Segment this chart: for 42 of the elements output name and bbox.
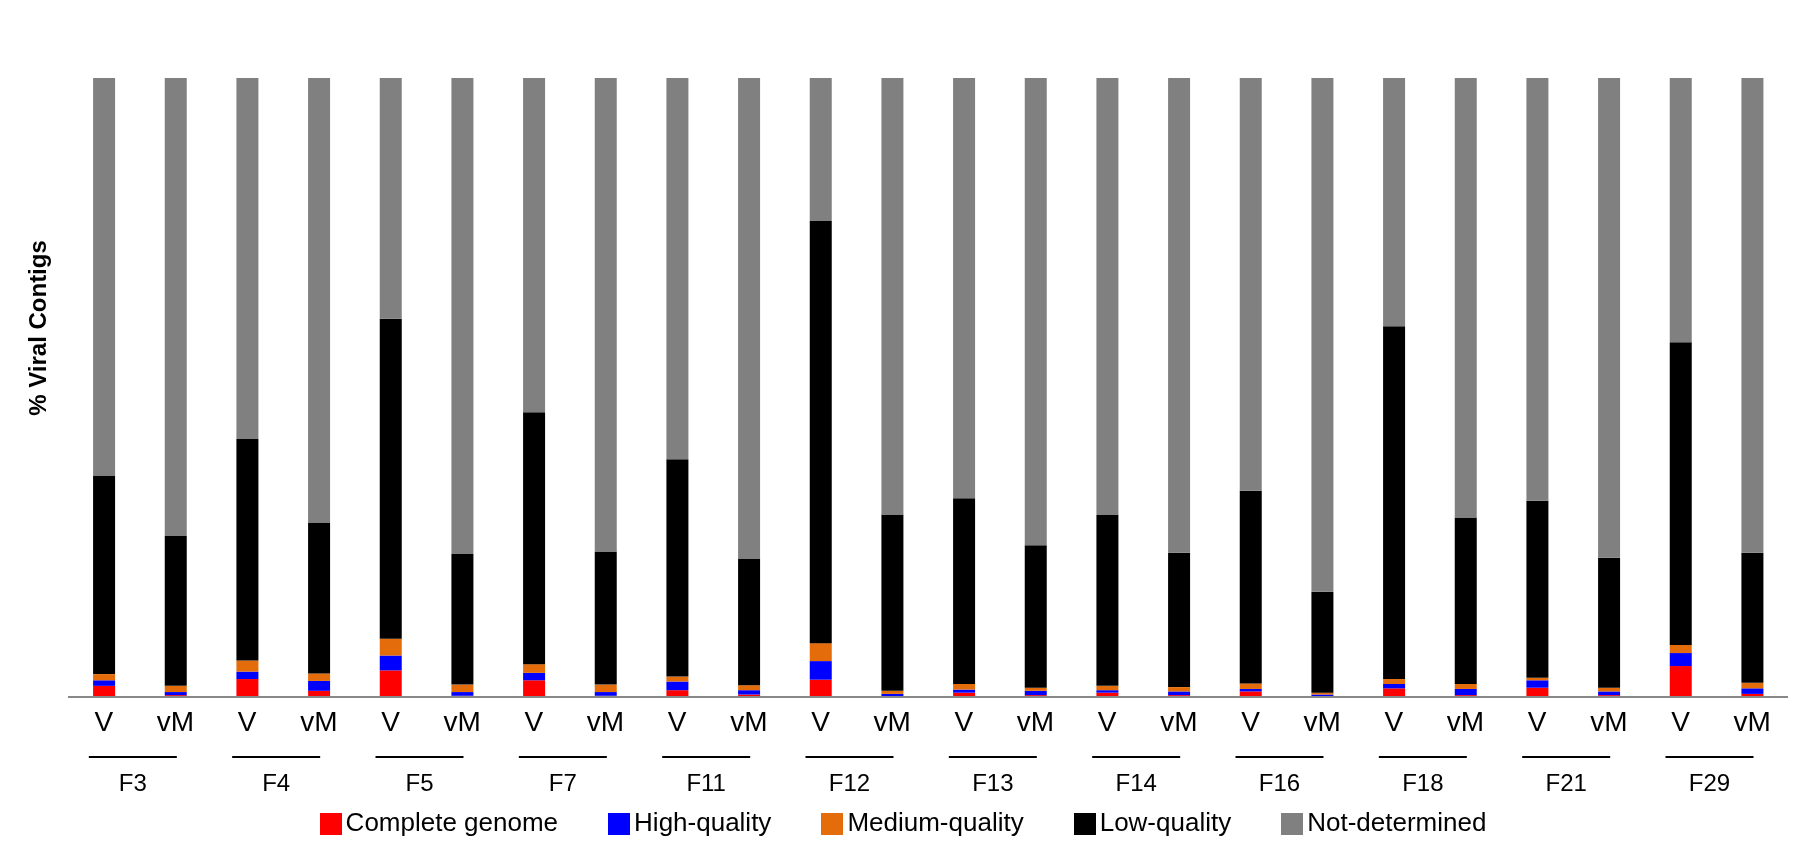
- x-tick-label: V: [667, 706, 687, 737]
- text: F29: [1688, 769, 1731, 796]
- x-tick-label: vM: [873, 706, 911, 737]
- text: F21: [1545, 769, 1587, 796]
- x-tick-label: vM: [730, 706, 768, 737]
- x-tick-label: V: [1384, 706, 1404, 737]
- x-tick-label: vM: [1590, 706, 1628, 737]
- x-tick-label: vM: [300, 706, 338, 737]
- legend-label: Low-quality: [1099, 807, 1232, 837]
- legend-label: Complete genome: [345, 807, 559, 837]
- x-tick-label: V: [381, 706, 401, 737]
- text: F12: [828, 769, 871, 796]
- text: F3: [118, 769, 147, 796]
- text: F14: [1115, 769, 1157, 796]
- x-tick-label: vM: [1446, 706, 1485, 737]
- x-tick-label: V: [94, 706, 114, 737]
- x-tick-label: V: [1671, 706, 1691, 737]
- x-tick-label: V: [811, 706, 831, 737]
- x-tick-label: V: [237, 706, 257, 737]
- x-tick-label: vM: [586, 706, 625, 737]
- y-axis-title: % Viral Contigs: [24, 240, 52, 416]
- x-tick-label: vM: [443, 706, 481, 737]
- text: F7: [548, 769, 577, 796]
- text: F5: [405, 769, 434, 796]
- text: F16: [1258, 769, 1301, 796]
- x-tick-label: V: [524, 706, 544, 737]
- x-tick-label: vM: [1016, 706, 1055, 737]
- x-tick-label: V: [1527, 706, 1547, 737]
- legend-label: Not-determined: [1307, 807, 1487, 837]
- x-tick-label: vM: [156, 706, 195, 737]
- x-tick-label: V: [1097, 706, 1117, 737]
- legend-label: High-quality: [634, 807, 772, 837]
- x-tick-label: V: [954, 706, 974, 737]
- text: F11: [686, 769, 726, 796]
- x-tick-label: vM: [1303, 706, 1341, 737]
- x-tick-label: vM: [1160, 706, 1198, 737]
- text: F18: [1402, 769, 1444, 796]
- legend-label: Medium-quality: [847, 807, 1024, 837]
- text: F13: [972, 769, 1014, 796]
- x-tick-label: V: [1241, 706, 1261, 737]
- x-tick-label: vM: [1733, 706, 1771, 737]
- text: F4: [262, 769, 291, 796]
